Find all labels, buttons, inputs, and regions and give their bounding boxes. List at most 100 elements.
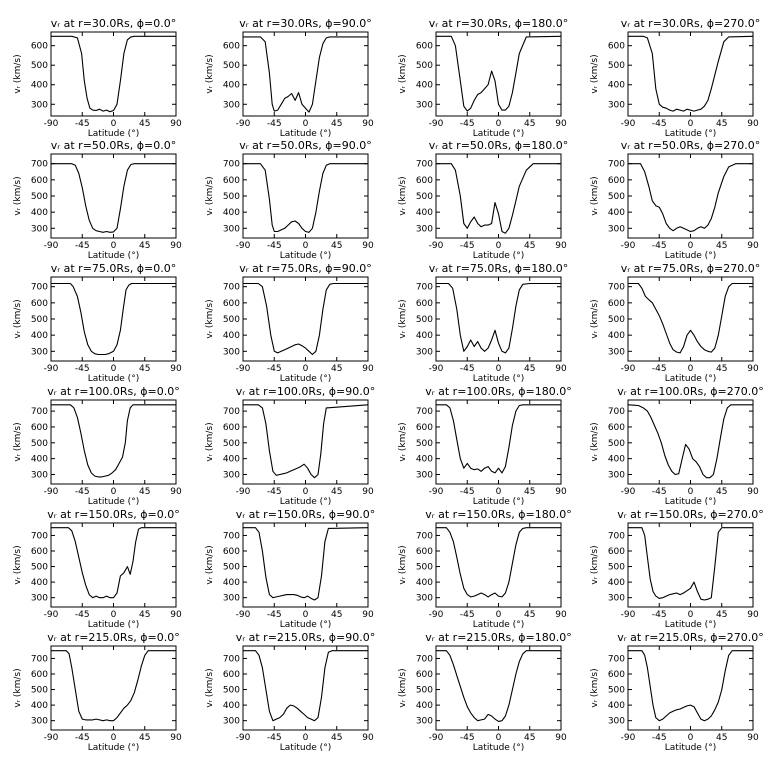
velocity-profile-line <box>436 35 562 112</box>
x-tick-label: -90 <box>621 241 636 251</box>
y-tick-label: 700 <box>31 531 48 541</box>
x-tick-label: 0 <box>688 610 694 620</box>
x-tick-label: -90 <box>621 733 636 743</box>
x-axis-label: Latitude (°) <box>280 497 331 507</box>
x-tick-label: 0 <box>111 610 117 620</box>
x-tick-label: 45 <box>524 610 535 620</box>
panel-title: vᵣ at r=150.0Rs, ϕ=90.0° <box>236 508 375 521</box>
x-tick-label: -90 <box>44 241 59 251</box>
panel-r3-c2: vᵣ at r=75.0Rs, ϕ=90.0° -90 -45 0 45 90 300 400… <box>205 262 374 384</box>
y-tick-label: 400 <box>223 208 240 218</box>
velocity-profile-line <box>243 404 369 479</box>
x-tick-label: 45 <box>331 610 342 620</box>
x-tick-label: 0 <box>688 119 694 129</box>
panel-title: vᵣ at r=150.0Rs, ϕ=270.0° <box>617 508 763 521</box>
y-tick-label: 400 <box>31 455 48 465</box>
x-tick-label: -90 <box>236 364 251 374</box>
x-tick-label: -45 <box>75 610 90 620</box>
y-tick-label: 700 <box>31 407 48 417</box>
y-tick-label: 300 <box>223 470 240 480</box>
y-tick-label: 600 <box>223 299 240 309</box>
x-tick-label: 90 <box>747 119 759 129</box>
velocity-profile-line <box>436 527 561 598</box>
y-tick-label: 400 <box>31 331 48 341</box>
y-tick-label: 500 <box>223 61 240 71</box>
y-tick-label: 300 <box>223 717 240 727</box>
velocity-profile-line <box>436 163 561 234</box>
x-axis-label: Latitude (°) <box>665 620 716 630</box>
y-tick-label: 700 <box>223 531 240 541</box>
y-tick-label: 700 <box>416 531 433 541</box>
y-tick-label: 600 <box>223 42 240 52</box>
velocity-profile-line <box>436 650 561 722</box>
y-tick-label: 500 <box>608 439 625 449</box>
x-tick-label: 0 <box>111 487 117 497</box>
y-tick-label: 300 <box>31 470 48 480</box>
x-tick-label: 0 <box>303 364 309 374</box>
y-tick-label: 400 <box>31 208 48 218</box>
x-tick-label: 90 <box>747 364 759 374</box>
y-axis-label: vᵣ (km/s) <box>13 299 23 338</box>
y-tick-label: 600 <box>416 423 433 433</box>
panel-r2-c1: vᵣ at r=50.0Rs, ϕ=0.0° -90 -45 0 45 90 300 400 5… <box>13 139 182 261</box>
y-tick-label: 400 <box>223 455 240 465</box>
x-tick-label: 90 <box>362 487 374 497</box>
panel-r6-c1: vᵣ at r=215.0Rs, ϕ=0.0° -90 -45 0 45 90 300 400… <box>13 631 182 753</box>
y-tick-label: 500 <box>223 563 240 573</box>
velocity-profile-line <box>51 650 176 722</box>
y-axis-label: vᵣ (km/s) <box>13 422 23 461</box>
panel-r2-c3: vᵣ at r=50.0Rs, ϕ=180.0° -90 -45 0 45 90 300 40… <box>398 139 568 261</box>
x-tick-label: 90 <box>170 487 182 497</box>
panel-r5-c2: vᵣ at r=150.0Rs, ϕ=90.0° -90 -45 0 45 90 300 40… <box>205 508 375 630</box>
y-tick-label: 600 <box>31 547 48 557</box>
x-axis-label: Latitude (°) <box>88 374 139 384</box>
x-tick-label: -45 <box>652 119 667 129</box>
x-tick-label: -45 <box>652 241 667 251</box>
x-axis-label: Latitude (°) <box>280 374 331 384</box>
y-tick-label: 500 <box>608 686 625 696</box>
velocity-profile-line <box>51 282 176 356</box>
panel-title: vᵣ at r=100.0Rs, ϕ=90.0° <box>236 385 375 398</box>
y-axis-label: vᵣ (km/s) <box>13 545 23 584</box>
panel-r1-c3: vᵣ at r=30.0Rs, ϕ=180.0° -90 -45 0 45 90 300 40… <box>398 17 568 139</box>
y-tick-label: 700 <box>31 654 48 664</box>
x-tick-label: 90 <box>747 733 759 743</box>
plot-frame <box>242 153 369 239</box>
y-tick-label: 400 <box>608 208 625 218</box>
x-tick-label: 45 <box>331 487 342 497</box>
x-tick-label: -90 <box>44 487 59 497</box>
y-tick-label: 400 <box>416 578 433 588</box>
panel-title: vᵣ at r=30.0Rs, ϕ=180.0° <box>429 17 568 30</box>
y-tick-label: 500 <box>416 192 433 202</box>
plot-frame <box>242 522 369 608</box>
x-axis-label: Latitude (°) <box>88 620 139 630</box>
x-tick-label: 0 <box>688 487 694 497</box>
x-tick-label: -45 <box>652 487 667 497</box>
x-tick-label: 90 <box>170 364 182 374</box>
panel-r6-c4: vᵣ at r=215.0Rs, ϕ=270.0° -90 -45 0 45 90 300 4… <box>590 631 764 753</box>
plot-frame <box>50 31 177 117</box>
y-tick-label: 600 <box>608 299 625 309</box>
y-tick-label: 400 <box>416 701 433 711</box>
velocity-profile-line <box>51 404 176 478</box>
plot-frame <box>627 276 754 362</box>
y-tick-label: 500 <box>416 439 433 449</box>
x-tick-label: -90 <box>236 610 251 620</box>
x-tick-label: 45 <box>524 733 535 743</box>
x-tick-label: 0 <box>111 241 117 251</box>
y-tick-label: 300 <box>608 100 625 110</box>
velocity-profile-line <box>627 404 753 479</box>
x-tick-label: 45 <box>716 119 727 129</box>
y-tick-label: 500 <box>416 315 433 325</box>
panel-title: vᵣ at r=75.0Rs, ϕ=180.0° <box>429 262 568 275</box>
y-tick-label: 600 <box>608 547 625 557</box>
x-tick-label: 45 <box>139 610 150 620</box>
y-tick-label: 700 <box>608 407 625 417</box>
x-tick-label: 90 <box>747 610 759 620</box>
y-axis-label: vᵣ (km/s) <box>13 176 23 215</box>
x-tick-label: -45 <box>652 610 667 620</box>
panel-title: vᵣ at r=75.0Rs, ϕ=270.0° <box>621 262 760 275</box>
x-tick-label: 0 <box>111 364 117 374</box>
y-axis-label: vᵣ (km/s) <box>590 54 600 93</box>
panel-title: vᵣ at r=75.0Rs, ϕ=90.0° <box>239 262 371 275</box>
